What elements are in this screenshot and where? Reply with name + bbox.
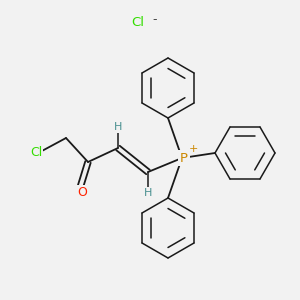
Text: Cl: Cl (30, 146, 42, 158)
Text: H: H (144, 188, 152, 198)
Text: +: + (188, 144, 198, 154)
Text: -: - (153, 14, 157, 26)
Text: O: O (77, 187, 87, 200)
Text: P: P (180, 152, 188, 164)
Text: H: H (114, 122, 122, 132)
Text: Cl: Cl (131, 16, 145, 28)
